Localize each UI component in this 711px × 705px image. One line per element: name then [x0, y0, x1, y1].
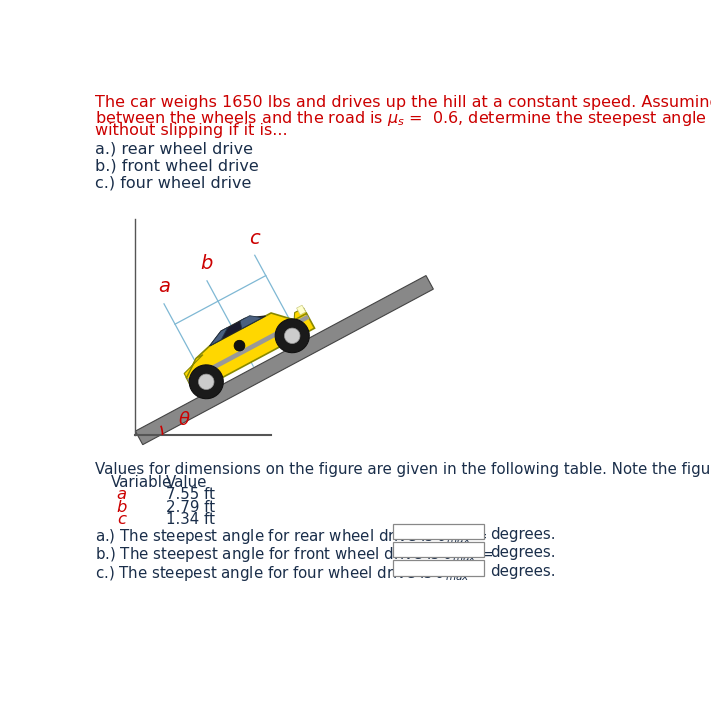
Polygon shape	[198, 374, 214, 389]
Text: degrees.: degrees.	[491, 527, 556, 541]
Text: Values for dimensions on the figure are given in the following table. Note the f: Values for dimensions on the figure are …	[95, 462, 711, 477]
Text: c.) four wheel drive: c.) four wheel drive	[95, 176, 252, 190]
Text: degrees.: degrees.	[491, 545, 556, 560]
Bar	[392, 560, 484, 576]
Text: 2.79 ft: 2.79 ft	[166, 500, 215, 515]
Polygon shape	[189, 365, 223, 399]
Polygon shape	[187, 314, 309, 383]
Polygon shape	[186, 313, 314, 393]
Text: c: c	[117, 512, 126, 527]
Polygon shape	[184, 355, 203, 378]
Polygon shape	[294, 308, 306, 320]
Text: degrees.: degrees.	[491, 563, 556, 579]
Text: a.) rear wheel drive: a.) rear wheel drive	[95, 142, 253, 157]
Polygon shape	[284, 328, 300, 343]
Text: Value: Value	[166, 475, 208, 490]
Text: b: b	[201, 254, 213, 273]
Bar	[392, 542, 484, 558]
Text: b.) The steepest angle for front wheel drive is $\theta_{max}$ =: b.) The steepest angle for front wheel d…	[95, 545, 493, 564]
Polygon shape	[210, 316, 266, 346]
Polygon shape	[135, 276, 433, 445]
Text: a: a	[117, 487, 127, 502]
Text: b.) front wheel drive: b.) front wheel drive	[95, 159, 259, 173]
Text: between the wheels and the road is $\mu_s$ =  0.6, determine the steepest angle : between the wheels and the road is $\mu_…	[95, 109, 711, 128]
Text: Variable: Variable	[111, 475, 172, 490]
Circle shape	[234, 341, 245, 351]
Text: 1.34 ft: 1.34 ft	[166, 512, 215, 527]
Polygon shape	[210, 327, 228, 346]
Text: b: b	[116, 500, 127, 515]
Text: 7.55 ft: 7.55 ft	[166, 487, 215, 502]
Text: $\theta$: $\theta$	[178, 411, 191, 429]
Polygon shape	[275, 319, 309, 352]
Bar	[392, 524, 484, 539]
Text: without slipping if it is...: without slipping if it is...	[95, 123, 288, 138]
Text: a.) The steepest angle for rear wheel drive is $\theta_{max}$ =: a.) The steepest angle for rear wheel dr…	[95, 527, 488, 546]
Polygon shape	[296, 305, 306, 315]
Text: c.) The steepest angle for four wheel drive is $\theta_{max}$ =: c.) The steepest angle for four wheel dr…	[95, 563, 486, 582]
Text: The car weighs 1650 lbs and drives up the hill at a constant speed. Assuming the: The car weighs 1650 lbs and drives up th…	[95, 95, 711, 111]
Text: a: a	[158, 277, 170, 296]
Text: c: c	[250, 228, 260, 247]
Polygon shape	[240, 316, 262, 329]
